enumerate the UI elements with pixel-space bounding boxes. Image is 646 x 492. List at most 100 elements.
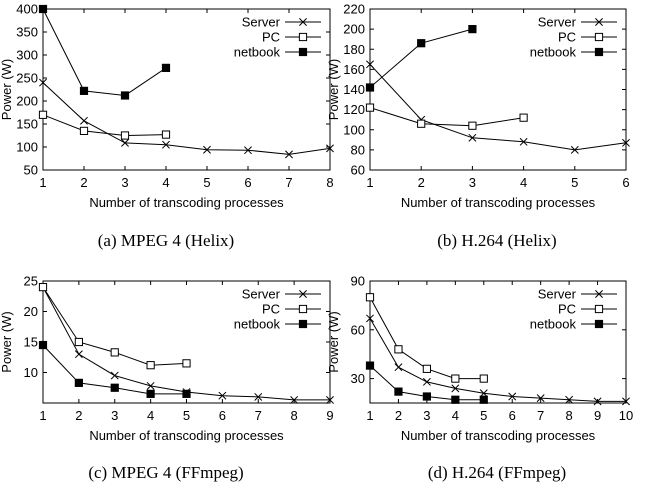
legend-marker-server: [299, 18, 307, 26]
data-point-server-b: [326, 144, 334, 153]
data-point-server-b: [110, 371, 119, 380]
data-point-server: [326, 144, 334, 153]
data-point-pc: [38, 110, 48, 119]
data-point-server-b: [508, 392, 517, 401]
data-point-server: [74, 350, 83, 359]
data-point-server: [244, 146, 252, 155]
data-point-server: [39, 78, 47, 87]
y-tick-label: 150: [16, 117, 38, 132]
data-point-netbook: [74, 378, 83, 387]
data-point-server-b: [394, 363, 403, 372]
series-netbook: [365, 361, 488, 404]
x-tick-label: 7: [537, 408, 544, 423]
series-pc: [38, 110, 171, 140]
data-point-server-b: [565, 395, 574, 404]
x-tick-label: 3: [469, 175, 476, 190]
y-tick-label: 120: [343, 102, 365, 117]
data-point-pc: [422, 364, 431, 373]
y-tick-label: 160: [343, 62, 365, 77]
series-server: [39, 78, 334, 159]
data-point-server: [203, 145, 211, 154]
legend-marker-pc: [594, 32, 604, 42]
data-point-server-b: [254, 392, 263, 401]
y-tick-label: 60: [351, 163, 365, 178]
data-point-netbook: [394, 387, 403, 396]
series-line-server: [42, 82, 331, 155]
data-point-netbook: [422, 392, 431, 401]
data-point-server: [422, 377, 431, 386]
legend-label-pc: PC: [558, 30, 576, 45]
x-axis-label: Number of transcoding processes: [401, 428, 596, 443]
data-point-server: [366, 314, 374, 323]
y-tick-label: 350: [16, 25, 38, 40]
chart-caption-c: (c) MPEG 4 (FFmpeg): [88, 463, 243, 482]
data-point-server: [285, 150, 293, 159]
y-tick-label: 250: [16, 71, 38, 86]
legend-marker-server-b: [595, 18, 603, 26]
data-point-server: [468, 133, 477, 142]
data-point-server-b: [622, 138, 630, 147]
x-tick-label: 1: [366, 408, 373, 423]
x-axis-label: Number of transcoding processes: [89, 195, 284, 210]
x-tick-label: 1: [39, 408, 46, 423]
y-tick-label: 25: [24, 274, 38, 289]
x-tick-label: 7: [255, 408, 262, 423]
data-point-server-b: [80, 116, 88, 125]
chart-panel-a: 50 100 150 200 250 300 350 400 1 2 3 4 5 6 7 8 Number of…: [0, 2, 334, 210]
x-tick-label: 2: [80, 175, 87, 190]
data-point-server-b: [203, 145, 211, 154]
data-point-server: [326, 395, 334, 404]
legend-marker-server-b: [299, 290, 307, 298]
data-point-pc: [451, 374, 460, 383]
series-server: [366, 60, 630, 154]
series-netbook: [365, 25, 477, 92]
data-point-netbook: [451, 395, 460, 404]
data-point-server-b: [366, 314, 374, 323]
data-point-pc: [74, 337, 83, 347]
data-point-server: [519, 137, 528, 146]
y-axis-label: Power (W): [0, 311, 14, 372]
legend-marker-pc: [298, 32, 308, 42]
data-point-server: [622, 138, 630, 147]
data-point-netbook: [365, 83, 375, 92]
x-tick-label: 3: [111, 408, 118, 423]
data-point-server: [479, 389, 488, 398]
data-point-pc: [182, 359, 191, 368]
x-tick-label: 6: [509, 408, 516, 423]
data-point-pc: [417, 119, 426, 128]
data-point-server-b: [290, 395, 299, 404]
legend-marker-server-b: [595, 290, 603, 298]
y-tick-label: 15: [24, 335, 38, 350]
data-point-server-b: [326, 395, 334, 404]
legend-label-pc: PC: [262, 302, 280, 317]
y-tick-label: 200: [343, 22, 365, 37]
x-tick-label: 1: [366, 175, 373, 190]
y-tick-label: 10: [24, 365, 38, 380]
chart-caption-d: (d) H.264 (FFmpeg): [428, 463, 566, 482]
data-point-pc: [468, 121, 477, 130]
data-point-server: [451, 384, 460, 393]
data-point-pc: [479, 374, 488, 383]
legend-label-server: Server: [538, 15, 577, 30]
series-server: [366, 314, 630, 406]
x-axis-label: Number of transcoding processes: [89, 428, 284, 443]
data-point-server-b: [536, 394, 545, 403]
x-tick-label: 4: [452, 408, 459, 423]
data-point-netbook: [417, 39, 426, 48]
x-tick-label: 3: [423, 408, 430, 423]
y-tick-label: 180: [343, 42, 365, 57]
legend-label-netbook: netbook: [530, 317, 577, 332]
legend-label-server: Server: [242, 15, 281, 30]
y-tick-label: 20: [24, 304, 38, 319]
x-tick-label: 8: [565, 408, 572, 423]
series-line-pc: [42, 114, 167, 137]
y-axis-label: Power (W): [0, 59, 14, 120]
chart-panel-b: 60 80 100 120 140 160 180 200 220 1 2 3 4 5 6 Number of…: [326, 2, 630, 210]
data-point-server: [536, 394, 545, 403]
x-tick-label: 5: [203, 175, 210, 190]
plot-frame: [369, 8, 627, 171]
data-point-server: [565, 395, 574, 404]
data-point-netbook: [79, 86, 89, 95]
chart-caption-b: (b) H.264 (Helix): [437, 231, 556, 250]
